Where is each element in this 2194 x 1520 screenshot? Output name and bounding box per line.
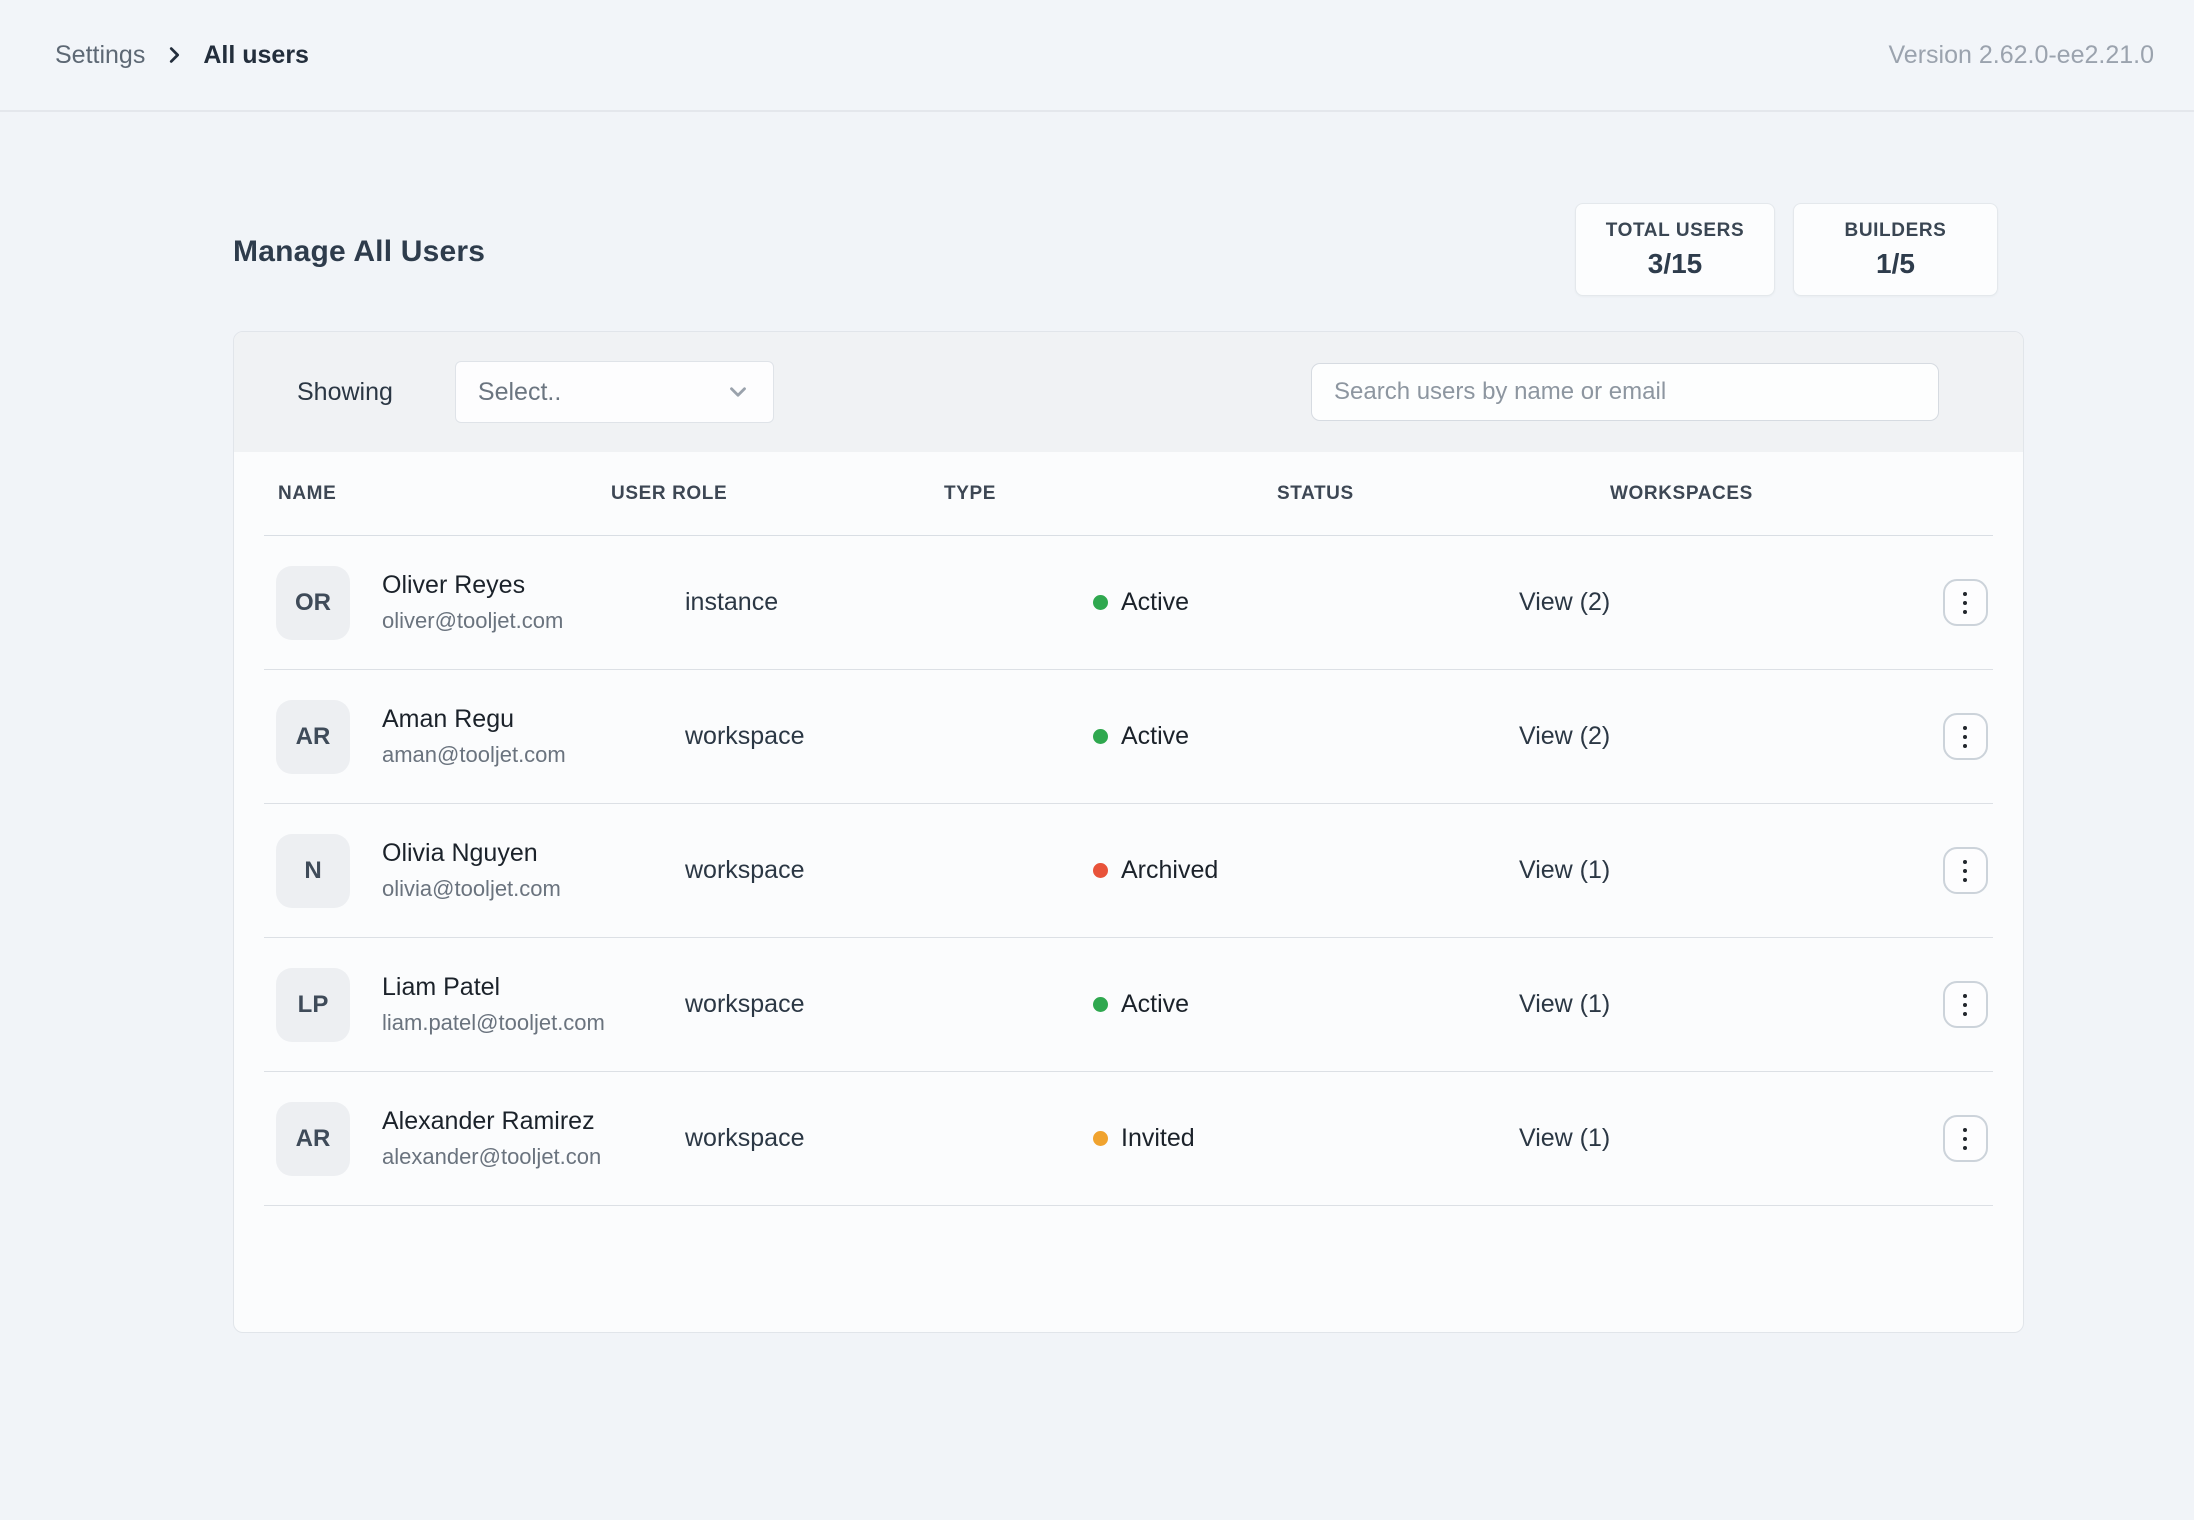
user-name: Liam Patel [382,973,605,1002]
filter-bar: Showing Select.. [234,332,2023,452]
column-header-workspaces: WORKSPACES [1596,483,1929,505]
avatar-initials: OR [295,589,331,617]
status-dot [1093,595,1108,610]
top-bar: Settings All users Version 2.62.0-ee2.21… [0,0,2194,112]
user-status: Archived [1093,856,1519,885]
select-value: Select.. [478,378,561,407]
search-input[interactable] [1311,363,1939,421]
kebab-icon [1963,994,1967,998]
user-status: Invited [1093,1124,1519,1153]
avatar-initials: LP [298,991,329,1019]
user-name: Olivia Nguyen [382,839,561,868]
user-name-cell: N Olivia Nguyen olivia@tooljet.com [264,834,685,908]
status-label: Active [1121,990,1189,1019]
row-menu-button[interactable] [1943,847,1988,894]
table-row: N Olivia Nguyen olivia@tooljet.com works… [264,804,1993,938]
users-panel: Showing Select.. NAME USER ROLE TYPE STA… [233,331,2024,1333]
total-users-card: TOTAL USERS 3/15 [1575,203,1775,296]
workspaces-view-link[interactable]: View (1) [1519,856,1937,885]
builders-value: 1/5 [1876,248,1915,280]
breadcrumb: Settings All users [55,41,309,70]
table-row: OR Oliver Reyes oliver@tooljet.com insta… [264,536,1993,670]
user-name: Oliver Reyes [382,571,563,600]
status-label: Active [1121,588,1189,617]
user-name: Aman Regu [382,705,566,734]
user-name: Alexander Ramirez [382,1107,601,1136]
user-name-cell: AR Aman Regu aman@tooljet.com [264,700,685,774]
builders-card: BUILDERS 1/5 [1793,203,1998,296]
builders-label: BUILDERS [1845,220,1947,242]
status-dot [1093,997,1108,1012]
user-email: oliver@tooljet.com [382,608,563,634]
user-email: olivia@tooljet.com [382,876,561,902]
avatar: AR [276,1102,350,1176]
showing-filter-select[interactable]: Select.. [455,361,774,423]
row-menu-button[interactable] [1943,981,1988,1028]
avatar: AR [276,700,350,774]
user-status: Active [1093,990,1519,1019]
user-name-cell: AR Alexander Ramirez alexander@tooljet.c… [264,1102,685,1176]
avatar: N [276,834,350,908]
user-email: liam.patel@tooljet.com [382,1010,605,1036]
workspaces-view-link[interactable]: View (1) [1519,1124,1937,1153]
avatar-initials: AR [296,723,331,751]
avatar-initials: AR [296,1125,331,1153]
status-label: Archived [1121,856,1218,885]
status-dot [1093,863,1108,878]
breadcrumb-settings-link[interactable]: Settings [55,41,145,70]
column-header-type: TYPE [930,483,1263,505]
breadcrumb-current-page: All users [203,41,309,70]
user-table-body: OR Oliver Reyes oliver@tooljet.com insta… [264,536,1993,1206]
avatar: OR [276,566,350,640]
user-role: workspace [685,856,1093,885]
version-text: Version 2.62.0-ee2.21.0 [1889,41,2154,70]
user-name-cell: OR Oliver Reyes oliver@tooljet.com [264,566,685,640]
workspaces-view-link[interactable]: View (2) [1519,722,1937,751]
table-row: AR Aman Regu aman@tooljet.com workspace … [264,670,1993,804]
kebab-icon [1963,860,1967,864]
user-status: Active [1093,588,1519,617]
user-role: workspace [685,1124,1093,1153]
total-users-value: 3/15 [1648,248,1703,280]
row-menu-button[interactable] [1943,579,1988,626]
page-title: Manage All Users [233,235,485,269]
chevron-right-icon [163,44,185,66]
chevron-down-icon [725,379,751,405]
showing-label: Showing [297,378,393,407]
workspaces-view-link[interactable]: View (2) [1519,588,1937,617]
user-role: workspace [685,722,1093,751]
row-menu-button[interactable] [1943,1115,1988,1162]
column-header-user-role: USER ROLE [597,483,930,505]
users-table: NAME USER ROLE TYPE STATUS WORKSPACES OR… [264,452,1993,1206]
kebab-icon [1963,726,1967,730]
table-row: AR Alexander Ramirez alexander@tooljet.c… [264,1072,1993,1206]
status-label: Active [1121,722,1189,751]
row-menu-button[interactable] [1943,713,1988,760]
user-role: workspace [685,990,1093,1019]
column-header-status: STATUS [1263,483,1596,505]
kebab-icon [1963,1128,1967,1132]
total-users-label: TOTAL USERS [1606,220,1745,242]
user-role: instance [685,588,1093,617]
user-name-cell: LP Liam Patel liam.patel@tooljet.com [264,968,685,1042]
status-label: Invited [1121,1124,1195,1153]
user-status: Active [1093,722,1519,751]
table-row: LP Liam Patel liam.patel@tooljet.com wor… [264,938,1993,1072]
status-dot [1093,729,1108,744]
kebab-icon [1963,592,1967,596]
avatar-initials: N [304,857,321,885]
avatar: LP [276,968,350,1042]
workspaces-view-link[interactable]: View (1) [1519,990,1937,1019]
user-email: aman@tooljet.com [382,742,566,768]
column-header-name: NAME [264,483,597,505]
status-dot [1093,1131,1108,1146]
table-header-row: NAME USER ROLE TYPE STATUS WORKSPACES [264,452,1993,536]
user-email: alexander@tooljet.con [382,1144,601,1170]
